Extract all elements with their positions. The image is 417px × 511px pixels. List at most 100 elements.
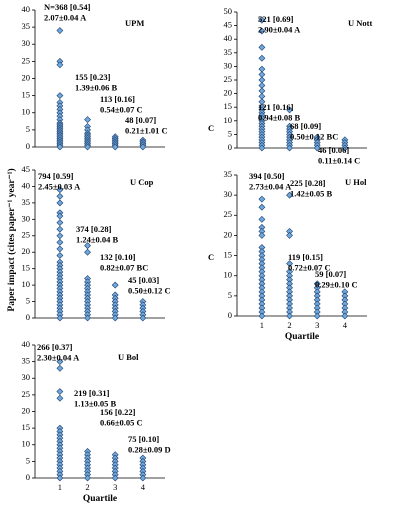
y-tick-label: 15: [22, 422, 31, 432]
y-tick-label: 20: [22, 405, 31, 415]
data-point: [84, 248, 91, 256]
group-annotation: 2.30±0.04 A: [37, 352, 80, 362]
group-annotation: 266 [0.37]: [37, 342, 73, 352]
data-point: [56, 92, 64, 100]
group-annotation: 46 [0.06]: [318, 145, 349, 155]
data-point: [56, 238, 64, 246]
data-point: [313, 312, 321, 320]
y-tick-label: 0: [26, 312, 30, 322]
y-tick-label: 35: [22, 197, 31, 207]
y-tick-label: 20: [22, 246, 31, 256]
data-point: [286, 191, 293, 199]
data-point: [111, 474, 119, 482]
data-point: [56, 186, 64, 194]
y-tick-label: 35: [22, 356, 31, 366]
group-annotation: 0.82±0.07 BC: [100, 262, 148, 272]
y-tick-label: 35: [224, 169, 233, 179]
y-tick-label: 20: [224, 88, 233, 98]
group-annotation: 59 [0.07]: [315, 269, 346, 279]
y-tick-label: 50: [224, 6, 233, 16]
y-tick-label: 10: [224, 270, 233, 280]
y-tick-label: 25: [224, 209, 233, 219]
y-axis-label: Paper impact (cites paper⁻¹ year⁻¹): [6, 168, 17, 311]
data-point: [56, 245, 64, 253]
data-point: [286, 232, 293, 239]
group-annotation: 119 [0.15]: [288, 252, 323, 262]
data-point: [286, 260, 293, 268]
data-point: [56, 143, 64, 151]
y-tick-label: 10: [22, 279, 31, 289]
data-point: [84, 314, 91, 322]
y-tick-label: 5: [228, 128, 232, 138]
data-point: [56, 388, 64, 395]
y-tick-label: 5: [228, 290, 232, 300]
group-annotation: 0.28±0.09 D: [128, 444, 171, 454]
x-tick-label: 2: [85, 482, 89, 492]
group-annotation: 75 [0.10]: [128, 434, 159, 444]
group-annotation: 1.39±0.06 B: [75, 82, 118, 92]
data-point: [56, 212, 64, 220]
data-point: [111, 281, 119, 289]
y-tick-label: 45: [22, 164, 31, 174]
y-tick-label: 25: [22, 389, 31, 399]
data-point: [56, 314, 64, 322]
y-tick-label: 30: [224, 189, 233, 199]
data-point: [313, 144, 321, 152]
y-tick-label: 10: [22, 439, 31, 449]
y-tick-label: 0: [26, 472, 30, 482]
group-annotation: 156 [0.22]: [100, 407, 136, 417]
data-point: [111, 314, 119, 322]
data-point: [111, 143, 119, 151]
y-tick-label: 0: [26, 141, 30, 151]
y-tick-label: 0: [228, 142, 232, 152]
data-point: [139, 474, 147, 482]
group-annotation: 113 [0.16]: [100, 94, 135, 104]
data-point: [56, 252, 64, 259]
group-annotation: 48 [0.07]: [125, 115, 156, 125]
y-tick-label: 5: [26, 296, 30, 306]
y-tick-label: 30: [22, 213, 31, 223]
y-tick-label: 10: [22, 107, 31, 117]
data-point: [84, 116, 91, 124]
data-point: [56, 27, 64, 34]
group-annotation: 0.11±0.14 C: [318, 155, 360, 165]
y-tick-label: 40: [22, 180, 31, 190]
data-point: [258, 312, 266, 320]
data-point: [258, 27, 266, 35]
data-point: [56, 225, 64, 233]
y-tick-label: 25: [224, 74, 233, 84]
data-point: [56, 394, 64, 402]
data-point: [258, 16, 266, 24]
data-point: [286, 106, 293, 114]
x-tick-label: 4: [141, 482, 146, 492]
group-annotation: 1.24±0.04 B: [76, 234, 119, 244]
data-point: [286, 144, 293, 152]
group-annotation: 0.50±0.12 BC: [290, 131, 338, 141]
group-annotation: 132 [0.10]: [100, 252, 136, 262]
x-tick-label: 3: [315, 320, 319, 330]
y-tick-label: 40: [224, 33, 233, 43]
y-tick-label: 40: [22, 339, 31, 349]
y-tick-label: 15: [224, 250, 233, 260]
y-tick-label: 25: [22, 55, 31, 65]
data-point: [56, 364, 64, 372]
group-annotation: 2.73±0.04 A: [249, 181, 292, 191]
y-tick-label: 20: [224, 229, 233, 239]
y-tick-label: 15: [22, 263, 31, 273]
y-tick-label: 35: [224, 47, 233, 57]
x-tick-label: 2: [287, 320, 291, 330]
data-point: [258, 232, 266, 239]
group-annotation: 121 [0.16]: [258, 102, 294, 112]
y-tick-label: 5: [26, 455, 30, 465]
data-point: [56, 199, 64, 207]
panel-title: U Nott: [348, 18, 372, 28]
y-tick-label: 20: [22, 72, 31, 82]
data-point: [258, 203, 266, 211]
data-point: [84, 143, 91, 151]
data-point: [84, 474, 91, 482]
data-point: [341, 312, 349, 320]
x-axis-label: Quartile: [285, 332, 319, 342]
data-point: [258, 54, 266, 62]
group-annotation: 1.13±0.05 B: [74, 398, 117, 408]
